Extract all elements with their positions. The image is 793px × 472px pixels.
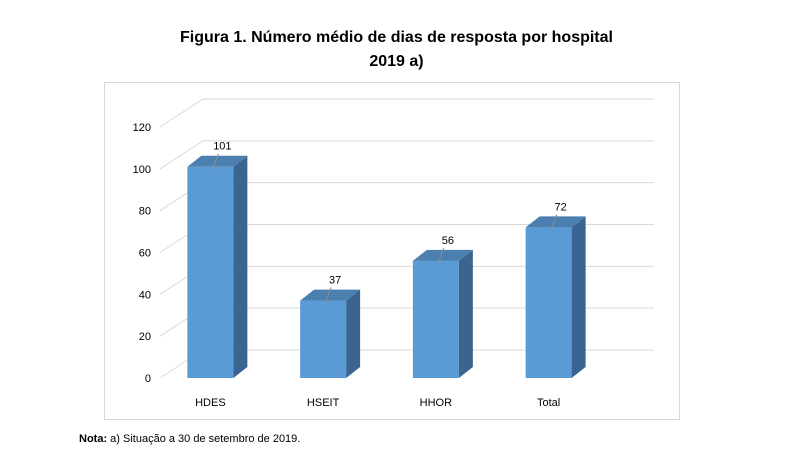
x-tick-label: HSEIT: [307, 397, 340, 409]
note-text: a) Situação a 30 de setembro de 2019.: [107, 433, 301, 445]
y-tick-label: 60: [139, 248, 151, 260]
data-label-leader: [550, 214, 558, 230]
x-tick-label: Total: [537, 397, 560, 409]
y-tick-label: 20: [139, 331, 151, 343]
y-tick-label: 100: [133, 164, 151, 176]
chart-title-line-1: Figura 1. Número médio de dias de respos…: [180, 29, 613, 46]
bar-top: [187, 155, 248, 167]
x-tick-label: HHOR: [420, 397, 452, 409]
gridline-depth: [159, 98, 204, 128]
y-tick-label: 40: [139, 289, 151, 301]
bar: [525, 227, 572, 378]
data-label-leader: [211, 153, 219, 169]
data-label: 37: [329, 275, 341, 287]
y-tick-label: 0: [145, 373, 151, 385]
data-label-leader: [324, 287, 332, 303]
bar-top: [412, 249, 473, 261]
chart-title-line-2: 2019 a): [369, 53, 424, 70]
bar-side: [571, 216, 586, 378]
bar: [300, 300, 347, 378]
bar-side: [346, 289, 361, 378]
chart-area: [104, 82, 680, 420]
x-tick-label: HDES: [195, 397, 226, 409]
y-tick-label: 80: [139, 206, 151, 218]
y-tick-label: 120: [133, 122, 151, 134]
chart-note: Nota: a) Situação a 30 de setembro de 20…: [79, 433, 300, 445]
bar-side: [458, 249, 473, 378]
bar-side: [233, 155, 248, 378]
data-label-leader: [437, 247, 445, 264]
data-label: 72: [555, 201, 567, 213]
data-label: 56: [442, 235, 454, 247]
bar-top: [300, 289, 361, 301]
data-label: 101: [213, 141, 231, 153]
gridline-depth: [159, 140, 204, 170]
bar: [187, 166, 234, 378]
note-label: Nota:: [79, 433, 108, 445]
bar: [412, 260, 459, 378]
bar-top: [525, 216, 586, 228]
